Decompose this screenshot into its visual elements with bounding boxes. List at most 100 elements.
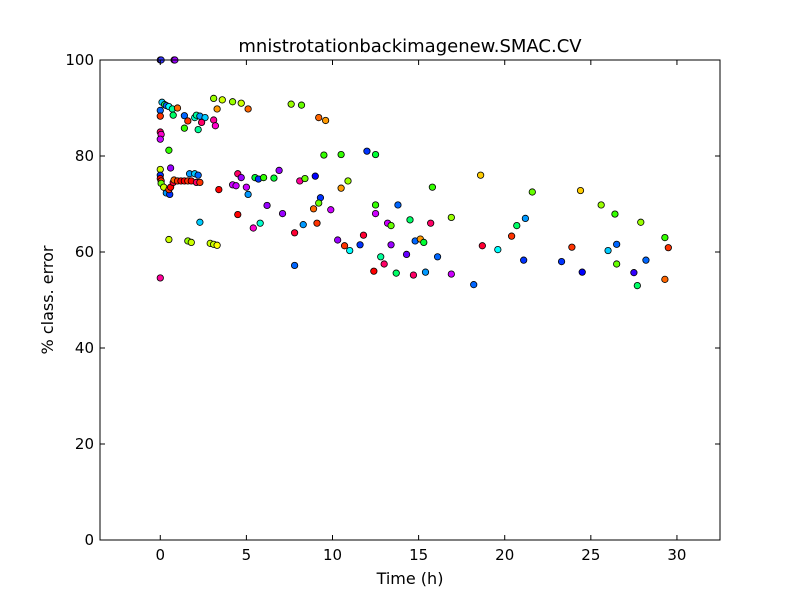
data-point — [299, 221, 307, 229]
data-point — [613, 240, 621, 248]
data-point — [447, 213, 455, 222]
data-point — [167, 164, 175, 172]
data-point — [337, 150, 345, 159]
data-point — [642, 256, 650, 264]
data-point — [194, 126, 202, 134]
data-point — [180, 112, 188, 120]
data-point — [313, 219, 321, 227]
data-point — [263, 201, 271, 210]
y-tick-label: 40 — [75, 339, 94, 357]
data-point — [597, 201, 605, 209]
data-point — [661, 275, 669, 283]
data-point — [244, 105, 252, 113]
x-tick-label: 20 — [495, 546, 514, 564]
data-point — [215, 186, 223, 194]
axis-ticks-layer: 0 5 10 15 20 25 30 0 20 40 60 80 100 — [65, 51, 720, 564]
data-point — [322, 116, 330, 125]
data-point — [420, 238, 428, 246]
data-point — [406, 216, 414, 224]
data-point — [210, 94, 218, 103]
data-point — [380, 260, 388, 268]
data-point — [427, 219, 435, 227]
data-point — [297, 101, 306, 109]
x-tick-label: 10 — [323, 546, 342, 564]
data-point — [568, 243, 576, 251]
data-point — [165, 146, 173, 154]
data-point — [521, 214, 529, 222]
data-point — [447, 270, 455, 278]
data-point — [371, 210, 380, 218]
data-point — [377, 253, 385, 261]
data-point — [187, 238, 195, 246]
data-point — [528, 188, 536, 196]
data-point — [315, 114, 323, 122]
data-point — [576, 186, 585, 195]
y-tick-label: 20 — [75, 435, 94, 453]
data-point — [578, 268, 586, 276]
data-point — [387, 222, 395, 230]
data-point — [409, 271, 418, 279]
data-point — [661, 234, 669, 242]
data-point — [311, 172, 319, 180]
y-tick-label: 0 — [84, 531, 94, 549]
data-point — [184, 117, 192, 125]
data-point — [232, 182, 240, 190]
data-point — [611, 210, 619, 218]
data-point — [630, 269, 638, 277]
data-point — [229, 98, 237, 106]
data-point — [242, 183, 250, 191]
data-point — [359, 231, 368, 239]
data-point — [394, 201, 402, 209]
data-point — [194, 171, 202, 179]
data-point — [287, 100, 295, 108]
data-point — [370, 267, 378, 275]
x-axis-label: Time (h) — [376, 569, 444, 588]
data-point — [196, 218, 204, 226]
data-point — [320, 151, 328, 159]
data-point — [291, 261, 299, 270]
data-point — [218, 96, 226, 104]
data-point — [213, 241, 221, 249]
data-point — [664, 244, 672, 252]
data-points-layer — [156, 56, 672, 290]
data-point — [249, 224, 257, 232]
data-point — [387, 241, 395, 249]
data-point — [613, 260, 621, 268]
data-point — [156, 135, 164, 143]
data-point — [371, 201, 380, 209]
data-point — [433, 253, 442, 261]
data-point — [180, 124, 188, 132]
data-point — [201, 114, 209, 122]
data-point — [513, 222, 521, 230]
data-point — [211, 122, 219, 130]
data-point — [237, 99, 245, 107]
x-tick-label: 0 — [156, 546, 166, 564]
data-point — [165, 235, 173, 244]
data-point — [637, 218, 645, 226]
y-tick-label: 80 — [75, 147, 94, 165]
data-point — [344, 177, 352, 185]
data-point — [392, 269, 400, 277]
data-point — [256, 219, 264, 227]
data-point — [340, 242, 349, 250]
data-point — [470, 281, 478, 289]
data-point — [169, 111, 177, 119]
data-point — [346, 246, 354, 255]
data-point — [557, 257, 566, 266]
data-point — [478, 242, 486, 250]
data-point — [508, 232, 516, 240]
data-point — [633, 281, 641, 290]
data-point — [244, 190, 252, 198]
data-point — [371, 150, 380, 159]
data-point — [275, 166, 283, 174]
x-tick-label: 15 — [409, 546, 428, 564]
plot-area-frame — [99, 59, 721, 541]
data-point — [309, 205, 318, 213]
data-point — [494, 246, 502, 254]
data-point — [402, 250, 411, 258]
data-point — [213, 105, 221, 113]
data-point — [237, 174, 245, 182]
data-point — [196, 178, 204, 186]
